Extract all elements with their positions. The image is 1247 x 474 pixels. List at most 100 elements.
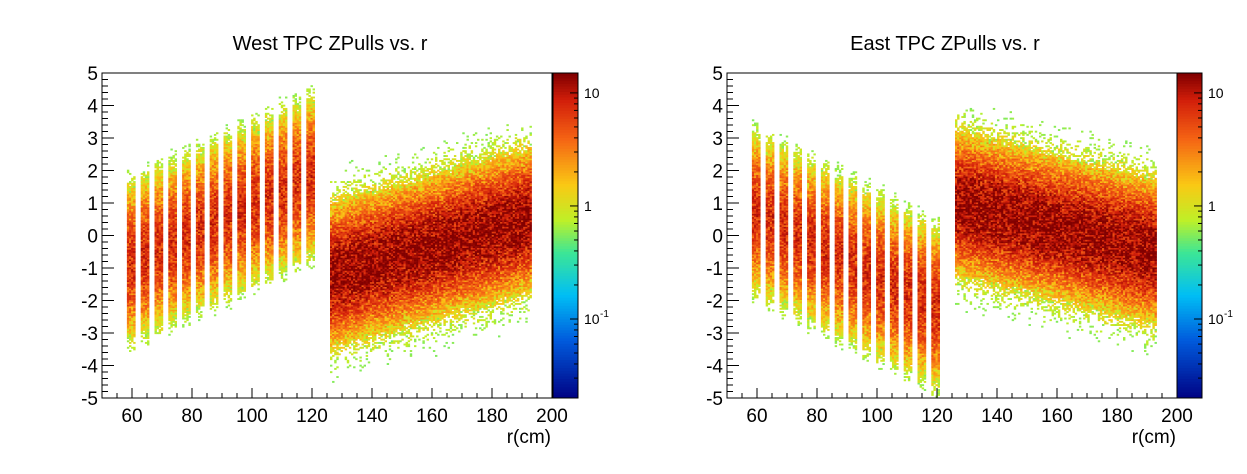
heatmap-cell [174, 231, 177, 234]
heatmap-cell [209, 286, 213, 289]
heatmap-cell [195, 159, 199, 162]
heatmap-cell [142, 272, 146, 274]
heatmap-cell [140, 226, 144, 229]
heatmap-cell [144, 192, 148, 195]
heatmap-cell [209, 231, 213, 234]
heatmap-cell [131, 265, 134, 268]
heatmap-cell [213, 272, 217, 274]
heatmap-cell [156, 187, 159, 190]
heatmap-cell [188, 254, 191, 257]
heatmap-cell [211, 250, 215, 253]
heatmap-cell [174, 242, 177, 245]
heatmap-cell [209, 281, 213, 284]
heatmap-cell [213, 246, 217, 248]
heatmap-cell [147, 174, 150, 177]
heatmap-cell [182, 163, 185, 166]
heatmap-cell [251, 119, 254, 122]
heatmap-cell [184, 202, 187, 205]
heatmap-cell [142, 276, 146, 279]
heatmap-cell [168, 194, 171, 196]
heatmap-cell [133, 346, 136, 349]
heatmap-cell [188, 255, 191, 258]
heatmap-cell [184, 265, 187, 268]
heatmap-cell [211, 159, 215, 162]
heatmap-cell [170, 257, 173, 260]
heatmap-cell [154, 229, 157, 232]
heatmap-cell [144, 262, 148, 265]
heatmap-cell [172, 246, 175, 248]
heatmap-cell [211, 283, 215, 286]
heatmap-cell [170, 182, 173, 185]
heatmap-cell [154, 208, 157, 211]
heatmap-cell [131, 325, 134, 328]
heatmap-cell [174, 153, 177, 156]
heatmap-cell [170, 234, 173, 237]
heatmap-cell [198, 293, 201, 296]
heatmap-cell [170, 296, 173, 299]
heatmap-cell [129, 298, 132, 300]
heatmap-cell [209, 151, 213, 154]
heatmap-cell [142, 315, 146, 318]
heatmap-cell [198, 200, 201, 203]
heatmap-cell [154, 207, 157, 209]
heatmap-cell [198, 198, 201, 201]
heatmap-cell [168, 190, 171, 193]
heatmap-cell [154, 260, 157, 263]
heatmap-cell [156, 241, 159, 244]
heatmap-cell [154, 304, 157, 307]
heatmap-cell [172, 309, 175, 312]
heatmap-cell [140, 328, 144, 331]
heatmap-cell [172, 155, 175, 157]
heatmap-cell [211, 252, 215, 255]
heatmap-cell [144, 194, 148, 196]
heatmap-cell [184, 156, 187, 159]
heatmap-cell [158, 298, 162, 300]
heatmap-cell [186, 291, 189, 294]
heatmap-cell [182, 239, 185, 242]
heatmap-cell [211, 237, 215, 240]
heatmap-cell [186, 226, 189, 229]
heatmap-cell [195, 164, 199, 167]
heatmap-cell [195, 281, 199, 284]
heatmap-cell [170, 259, 173, 261]
heatmap-cell [182, 306, 185, 309]
heatmap-cell [209, 267, 213, 270]
heatmap-cell [172, 169, 175, 172]
heatmap-cell [257, 283, 260, 286]
heatmap-cell [200, 207, 203, 209]
heatmap-cell [174, 163, 177, 166]
heatmap-cell [126, 263, 130, 266]
heatmap-cell [131, 202, 134, 205]
heatmap-cell [174, 179, 177, 182]
heatmap-cell [142, 177, 146, 180]
heatmap-cell [154, 330, 157, 333]
heatmap-cell [140, 291, 144, 294]
heatmap-cell [202, 260, 205, 263]
heatmap-cell [133, 286, 136, 289]
heatmap-cell [156, 315, 159, 318]
heatmap-cell [160, 278, 164, 281]
heatmap-cell [174, 187, 177, 190]
heatmap-cell [184, 224, 187, 227]
heatmap-cell [158, 229, 162, 232]
heatmap-cell [160, 252, 164, 255]
heatmap-cell [202, 283, 205, 286]
heatmap-cell [131, 224, 134, 227]
heatmap-cell [142, 223, 146, 226]
heatmap-cell [172, 221, 175, 224]
heatmap-cell [174, 320, 177, 323]
heatmap-cell [158, 221, 162, 224]
heatmap-cell [140, 272, 144, 274]
heatmap-cell [202, 169, 205, 172]
heatmap-cell [158, 189, 162, 192]
heatmap-cell [195, 143, 199, 146]
heatmap-cell [156, 259, 159, 261]
heatmap-cell [170, 205, 173, 208]
heatmap-cell [172, 301, 175, 304]
heatmap-cell [158, 224, 162, 227]
heatmap-cell [131, 283, 134, 286]
heatmap-cell [129, 236, 132, 239]
heatmap-cell [184, 311, 187, 313]
heatmap-cell [160, 163, 164, 166]
heatmap-cell [160, 241, 164, 244]
